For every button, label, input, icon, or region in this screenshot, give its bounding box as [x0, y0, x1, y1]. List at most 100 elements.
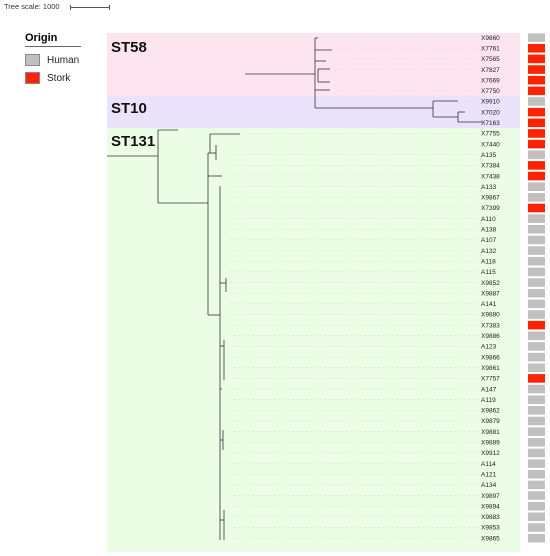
- origin-cell-human: [528, 246, 545, 255]
- leaf-label: A133: [481, 184, 497, 191]
- leaf-label: A141: [481, 301, 497, 308]
- origin-cell-human: [528, 235, 545, 245]
- clade-label-st58: ST58: [111, 39, 147, 56]
- legend-swatch-stork: [25, 72, 40, 84]
- leaf-label: X9853: [481, 525, 500, 532]
- origin-cell-human: [528, 512, 545, 522]
- legend-divider: [25, 46, 81, 47]
- legend-title: Origin: [25, 32, 58, 44]
- origin-cell-human: [528, 480, 545, 490]
- leaf-label: X9887: [481, 290, 500, 297]
- origin-cell-human: [528, 384, 545, 394]
- leaf-label: X9886: [481, 333, 500, 340]
- tree-scale-label: Tree scale: 1000: [4, 2, 60, 11]
- leaf-label: X7827: [481, 67, 500, 74]
- leaf-label: A123: [481, 344, 497, 351]
- leaf-label: X9866: [481, 354, 500, 361]
- origin-cell-stork: [528, 139, 545, 149]
- origin-cell-stork: [528, 374, 545, 383]
- leaf-label: X7757: [481, 376, 500, 383]
- leaf-label: X9867: [481, 195, 500, 202]
- leaf-label: A147: [481, 386, 497, 393]
- leaf-label: X7399: [481, 205, 500, 212]
- origin-cell-human: [528, 193, 545, 202]
- origin-cell-stork: [528, 171, 545, 181]
- leaf-label: A114: [481, 461, 496, 468]
- leaf-label: X9883: [481, 514, 500, 521]
- origin-cell-stork: [528, 129, 545, 138]
- origin-cell-human: [528, 225, 545, 234]
- origin-cell-stork: [528, 54, 545, 64]
- origin-cell-human: [528, 299, 545, 309]
- leaf-label: A119: [481, 397, 496, 404]
- leaf-label: X7163: [481, 120, 500, 127]
- legend-label-human: Human: [47, 54, 80, 66]
- leaf-label: X7384: [481, 163, 500, 170]
- leaf-label: A138: [481, 227, 497, 234]
- origin-cell-human: [528, 448, 545, 458]
- origin-cell-human: [528, 491, 545, 500]
- origin-cell-stork: [528, 107, 545, 117]
- leaf-label: X7761: [481, 45, 500, 52]
- origin-cell-human: [528, 256, 545, 266]
- leaf-label: X9910: [481, 99, 500, 106]
- origin-cell-human: [528, 363, 545, 373]
- legend-swatch-human: [25, 54, 40, 66]
- origin-cell-human: [528, 438, 545, 447]
- leaf-label: X7440: [481, 141, 500, 148]
- origin-cell-human: [528, 331, 545, 341]
- leaf-label: X7750: [481, 88, 500, 95]
- leaf-label: X7669: [481, 77, 500, 84]
- leaf-label: X7020: [481, 109, 500, 116]
- clade-label-st131: ST131: [111, 133, 155, 150]
- leaf-label: A121: [481, 471, 497, 478]
- origin-cell-human: [528, 406, 545, 415]
- legend-label-stork: Stork: [47, 72, 71, 84]
- leaf-label: A115: [481, 269, 496, 276]
- clade-band-st58: [107, 33, 520, 96]
- leaf-label: X9861: [481, 365, 500, 372]
- leaf-label: A132: [481, 248, 497, 255]
- leaf-label: X9897: [481, 493, 500, 500]
- leaf-label: X9889: [481, 440, 500, 447]
- origin-cell-human: [528, 33, 545, 42]
- origin-cell-human: [528, 278, 545, 287]
- origin-cell-human: [528, 352, 545, 362]
- origin-cell-human: [528, 427, 545, 436]
- clade-label-st10: ST10: [111, 100, 147, 117]
- origin-cell-human: [528, 342, 545, 351]
- leaf-label: X9894: [481, 503, 500, 510]
- leaf-label: X9880: [481, 312, 500, 319]
- origin-cell-stork: [528, 43, 545, 53]
- origin-cell-stork: [528, 320, 545, 330]
- origin-legend: Origin Human Stork: [25, 32, 81, 87]
- origin-cell-human: [528, 469, 545, 479]
- origin-cell-stork: [528, 65, 545, 74]
- legend-item-stork: Stork: [25, 69, 81, 87]
- origin-cell-human: [528, 150, 545, 160]
- leaf-label: X9862: [481, 408, 500, 415]
- leaf-label: A134: [481, 482, 497, 489]
- clade-band-st131: [107, 128, 520, 552]
- leaf-label: A110: [481, 216, 496, 223]
- leaf-label: X9881: [481, 429, 500, 436]
- origin-cell-human: [528, 523, 545, 532]
- leaf-label: X7438: [481, 173, 500, 180]
- leaf-label: X7383: [481, 322, 500, 329]
- origin-cell-human: [528, 310, 545, 319]
- leaf-label: X9852: [481, 280, 500, 287]
- leaf-label: X9879: [481, 418, 500, 425]
- origin-cell-stork: [528, 86, 545, 96]
- leaf-label: X7755: [481, 131, 500, 138]
- origin-cell-stork: [528, 161, 545, 170]
- origin-cell-stork: [528, 118, 545, 128]
- origin-cell-human: [528, 288, 545, 298]
- origin-cell-human: [528, 182, 545, 191]
- origin-cell-human: [528, 459, 545, 468]
- origin-cell-stork: [528, 75, 545, 85]
- tree-scale-bar: [70, 5, 110, 10]
- origin-cell-human: [528, 416, 545, 426]
- origin-cell-human: [528, 501, 545, 511]
- origin-cell-human: [528, 533, 545, 543]
